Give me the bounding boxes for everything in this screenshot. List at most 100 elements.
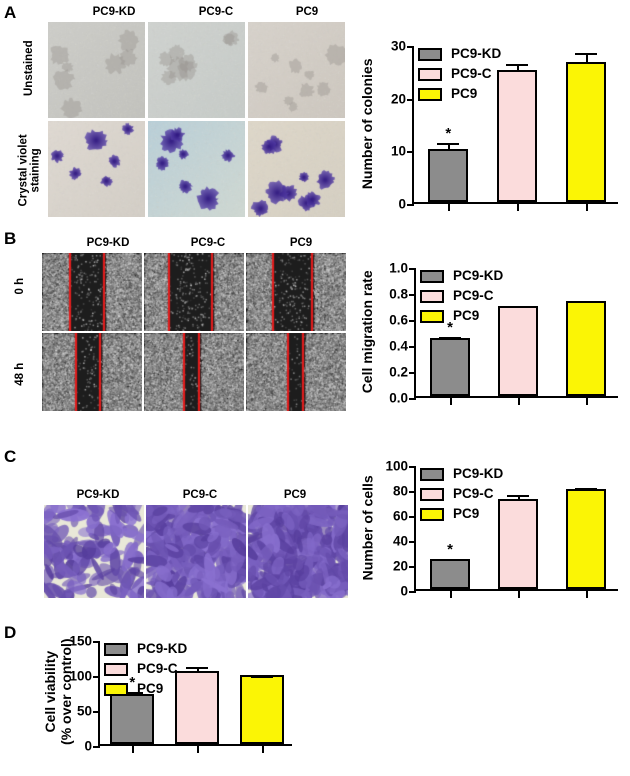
legend-item-pc9-c[interactable]: PC9-C (420, 486, 503, 502)
x-axis-tick (517, 204, 519, 211)
significance-marker: * (129, 674, 136, 692)
panel-c-transwell-pc9kd (44, 505, 144, 598)
legend-item-pc9[interactable]: PC9 (104, 681, 187, 697)
y-axis-tick-label: 0 (84, 738, 92, 754)
plot-area: 0.0 0.2 0.4 0.6 0.8 1.0 * (389, 261, 618, 405)
legend-swatch-pc9-c (420, 289, 444, 303)
chart-legend: PC9-KD PC9-C PC9 (420, 268, 503, 328)
legend-item-pc9-c[interactable]: PC9-C (104, 661, 187, 677)
y-axis-tick (407, 98, 414, 101)
bar-pc9 (565, 62, 606, 202)
y-axis-tick (93, 641, 100, 643)
legend-item-pc9[interactable]: PC9 (420, 506, 503, 522)
error-bar-cap (439, 337, 461, 340)
y-axis-title-line-1: (% over control) (57, 637, 73, 745)
legend-label-pc9-kd: PC9-KD (453, 268, 504, 284)
y-axis-title: Cell viability (% over control) (41, 631, 73, 752)
legend-label-pc9-c: PC9-C (453, 486, 494, 502)
panel-b-column-header-2: PC9 (289, 237, 313, 249)
panel-a-micrograph-cv-pc9kd (48, 121, 145, 217)
panel-letter-a: A (4, 3, 17, 22)
legend-item-pc9[interactable]: PC9 (420, 308, 503, 324)
x-axis-tick (586, 591, 588, 598)
error-bar-cap (186, 666, 208, 669)
y-axis-tick-label: 0 (398, 196, 406, 212)
y-axis-title-line-0: Cell viability (41, 650, 58, 733)
y-axis-tick (409, 466, 416, 468)
y-axis-title-line-0: Cell migration rate (359, 270, 376, 394)
y-axis-tick (409, 516, 416, 518)
panel-c-transwell-pc9 (248, 505, 348, 598)
error-bar-cap (121, 692, 144, 695)
y-axis-tick-label: 150 (69, 633, 92, 649)
chart-legend: PC9-KD PC9-C PC9 (418, 46, 501, 106)
y-axis-tick-label: 100 (69, 668, 92, 684)
x-axis-tick (585, 204, 588, 211)
error-bar-cap (507, 495, 529, 498)
x-axis-tick (132, 746, 135, 753)
legend-swatch-pc9-kd (420, 269, 444, 283)
error-bar (585, 53, 588, 65)
panel-b-column-header-0: PC9-KD (86, 237, 130, 249)
error-bar (448, 142, 451, 151)
legend-item-pc9-kd[interactable]: PC9-KD (420, 466, 503, 482)
y-axis-tick-label: 0.0 (389, 390, 408, 406)
y-axis-tick-label: 0.4 (389, 338, 408, 354)
legend-item-pc9-c[interactable]: PC9-C (418, 66, 501, 82)
y-axis-title: Number of cells (359, 457, 376, 598)
panel-b-row-label-0h: 0 h (13, 277, 26, 295)
legend-swatch-pc9 (104, 682, 128, 696)
legend-item-pc9-kd[interactable]: PC9-KD (420, 268, 503, 284)
bar-pc9-kd (430, 337, 470, 396)
panel-a-column-header-0: PC9-KD (92, 6, 136, 18)
y-axis-tick-label: 100 (385, 458, 408, 474)
y-axis-tick (409, 398, 416, 400)
panel-a-row-label-unstained: Unstained (22, 40, 35, 96)
x-axis-tick (197, 746, 199, 753)
y-axis-tick (407, 46, 414, 48)
bar-pc9-kd (428, 148, 469, 202)
legend-label-pc9-c: PC9-C (451, 66, 492, 82)
panel-b-scratch-0h-pc9c (144, 253, 244, 331)
bar-pc9-kd (430, 559, 470, 589)
error-bar-cap (439, 558, 461, 561)
y-axis-tick-label: 0 (400, 583, 408, 599)
y-axis-tick (409, 541, 416, 543)
panel-a-row-label-line-0: Crystal violet (17, 134, 30, 207)
error-bar-cap (437, 142, 460, 145)
legend-item-pc9-kd[interactable]: PC9-KD (418, 46, 501, 62)
x-axis-tick (518, 398, 520, 405)
y-axis-tick (409, 268, 416, 270)
significance-marker: * (445, 124, 452, 142)
error-bar-cap (507, 305, 529, 308)
panel-b-scratch-48h-pc9kd (42, 333, 142, 411)
error-bar (518, 495, 520, 501)
panel-b-scratch-48h-pc9c (144, 333, 244, 411)
y-axis-tick (409, 372, 416, 374)
legend-item-pc9[interactable]: PC9 (418, 86, 501, 102)
x-axis-tick (450, 591, 452, 598)
legend-label-pc9: PC9 (451, 86, 478, 102)
bar-pc9-kd (110, 693, 155, 744)
x-axis-tick (450, 398, 452, 405)
y-axis-tick-label: 30 (390, 38, 406, 54)
panel-a-column-header-1: PC9-C (198, 6, 234, 18)
legend-swatch-pc9 (420, 309, 444, 323)
y-axis-tick-label: 10 (390, 143, 406, 159)
legend-swatch-pc9-kd (418, 47, 442, 61)
legend-swatch-pc9-c (104, 662, 128, 676)
y-axis-title-line-0: Number of colonies (359, 58, 376, 190)
plot-area: 0 10 20 30 * (391, 39, 618, 211)
legend-swatch-pc9-c (420, 487, 444, 501)
y-axis-tick-label: 50 (76, 703, 92, 719)
panel-b-chart: 0.0 0.2 0.4 0.6 0.8 1.0 * Cell migration rate PC… (359, 261, 624, 412)
panel-a-micrograph-cv-pc9 (248, 121, 345, 217)
x-axis-tick (586, 398, 588, 405)
legend-swatch-pc9-kd (104, 642, 128, 656)
legend-item-pc9-c[interactable]: PC9-C (420, 288, 503, 304)
error-bar (197, 666, 199, 674)
legend-item-pc9-kd[interactable]: PC9-KD (104, 641, 187, 657)
y-axis-tick (93, 746, 100, 748)
legend-label-pc9: PC9 (453, 308, 480, 324)
panel-a-micrograph-unstained-pc9 (248, 22, 345, 118)
